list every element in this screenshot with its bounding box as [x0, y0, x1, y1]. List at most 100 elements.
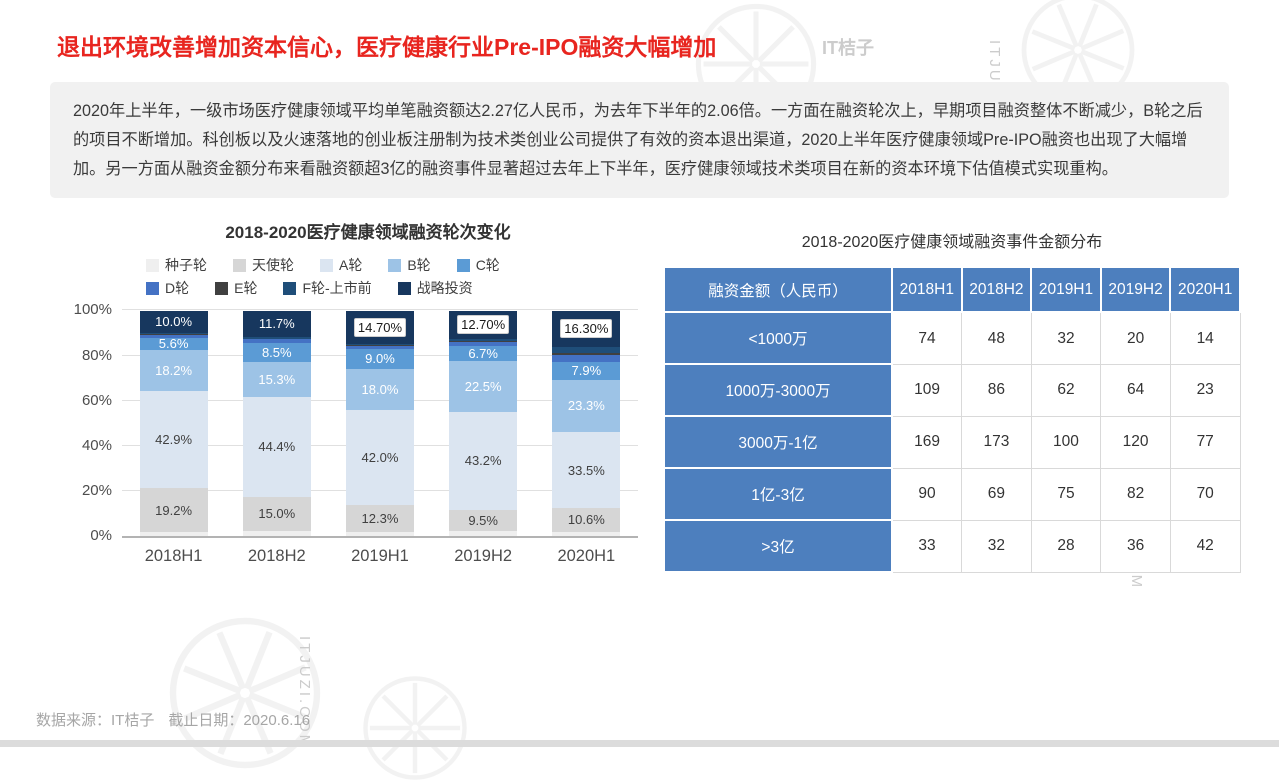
- table-cell: 36: [1100, 519, 1171, 573]
- gridline: [122, 309, 638, 311]
- segment-A轮: 42.9%: [139, 391, 208, 489]
- summary-text: 2020年上半年，一级市场医疗健康领域平均单笔融资额达2.27亿人民币，为去年下…: [73, 102, 1203, 178]
- segment-种子轮: [242, 530, 311, 537]
- legend-label: 天使轮: [252, 257, 294, 274]
- x-axis-label: 2019H2: [454, 547, 513, 566]
- segment-天使轮: 15.0%: [242, 496, 311, 531]
- segment-B轮: 22.5%: [449, 361, 518, 412]
- table-cell: 173: [961, 415, 1032, 469]
- segment-种子轮: [345, 532, 414, 537]
- segment-C轮: 9.0%: [345, 348, 414, 370]
- summary-box: 2020年上半年，一级市场医疗健康领域平均单笔融资额达2.27亿人民币，为去年下…: [50, 82, 1229, 199]
- page-title: 退出环境改善增加资本信心，医疗健康行业Pre-IPO融资大幅增加: [57, 34, 717, 60]
- segment-E轮: [552, 353, 621, 356]
- table-row-label: 1000万-3000万: [663, 363, 893, 418]
- segment-D轮: [449, 341, 518, 346]
- footer-date: 截止日期：2020.6.16: [168, 712, 311, 729]
- legend-item: 种子轮: [146, 255, 207, 275]
- legend-swatch: [397, 281, 411, 295]
- segment-label: 43.2%: [464, 453, 502, 469]
- table-cell: 109: [891, 363, 963, 417]
- table-cell: 14: [1169, 311, 1241, 365]
- table-cell: 70: [1169, 467, 1241, 521]
- data-source-footer: 数据来源：IT桔子 截止日期：2020.6.16: [36, 709, 324, 730]
- segment-label: 42.0%: [361, 449, 399, 465]
- segment-E轮: [449, 341, 518, 342]
- segment-label: 9.5%: [468, 512, 498, 528]
- table-cell: 62: [1030, 363, 1102, 417]
- segment-战略投资: 10.0%: [139, 310, 208, 334]
- segment-label: 10.0%: [155, 314, 193, 330]
- segment-label: 16.30%: [561, 320, 612, 338]
- content-area: 2018-2020医疗健康领域融资轮次变化 种子轮 天使轮 A轮 B轮 C轮 D轮 E轮 F轮…: [58, 214, 1241, 574]
- legend-swatch: [388, 258, 402, 272]
- legend-row: D轮 E轮 F轮-上市前 战略投资: [146, 278, 638, 298]
- table-row-label: <1000万: [663, 311, 893, 366]
- table-cell: 20: [1100, 311, 1171, 365]
- legend-label: D轮: [165, 280, 190, 297]
- table-cell: 100: [1030, 415, 1102, 469]
- bar-2020H1: 10.6% 33.5% 23.3% 7.9% 16.30%: [552, 310, 621, 537]
- segment-天使轮: 10.6%: [552, 508, 621, 532]
- segment-天使轮: 9.5%: [449, 509, 518, 532]
- legend-label: 战略投资: [416, 280, 473, 297]
- legend-swatch: [146, 258, 159, 272]
- table-cell: 28: [1030, 519, 1102, 573]
- table-row-label: 3000万-1亿: [663, 415, 893, 470]
- segment-label: 44.4%: [258, 439, 296, 455]
- table-header-cell: 2018H2: [960, 266, 1033, 314]
- segment-F轮-上市前: [552, 347, 621, 354]
- x-axis-label: 2020H1: [557, 547, 616, 566]
- plot-area: 19.2% 42.9% 18.2% 5.6% 10.0% 15.0% 44.4% 15.3% 8…: [74, 301, 638, 544]
- bar-2019H2: 9.5% 43.2% 22.5% 6.7% 12.70%: [449, 310, 518, 537]
- legend-label: E轮: [234, 280, 258, 297]
- funding-table: 融资金额（人民币） 2018H1 2018H2 2019H1 2019H2 2020H1 …: [663, 266, 1241, 574]
- table-row: 1000万-3000万 109 86 62 64 23: [663, 363, 1241, 418]
- legend-label: A轮: [339, 257, 363, 274]
- segment-label: 18.0%: [361, 381, 399, 397]
- table-cell: 64: [1100, 363, 1171, 417]
- x-axis-labels: 2018H1 2018H2 2019H1 2019H2 2020H1: [122, 547, 638, 566]
- chart-legend: 种子轮 天使轮 A轮 B轮 C轮 D轮 E轮 F轮-上市前 战略投资: [98, 255, 638, 298]
- segment-D轮: [552, 355, 621, 362]
- segment-label: 8.5%: [261, 344, 292, 360]
- y-axis-label: 40%: [81, 437, 112, 455]
- segment-种子轮: [449, 531, 518, 537]
- segment-C轮: 7.9%: [552, 361, 621, 380]
- segment-D轮: [139, 334, 208, 338]
- table-cell: 77: [1169, 415, 1241, 469]
- segment-label: 33.5%: [567, 462, 605, 478]
- segment-A轮: 44.4%: [242, 396, 311, 497]
- legend-swatch: [215, 281, 229, 295]
- table-cell: 86: [961, 363, 1032, 417]
- legend-swatch: [320, 258, 333, 272]
- segment-B轮: 15.3%: [242, 362, 311, 397]
- segment-战略投资: 12.70%: [449, 310, 518, 340]
- segment-E轮: [345, 345, 414, 347]
- bar-2018H2: 15.0% 44.4% 15.3% 8.5% 11.7%: [242, 310, 311, 537]
- segment-E轮: [242, 338, 311, 340]
- segment-label: 15.3%: [258, 371, 296, 387]
- footer-source: 数据来源：IT桔子: [36, 712, 155, 729]
- segment-label: 12.3%: [361, 511, 399, 527]
- segment-C轮: 5.6%: [139, 337, 208, 350]
- x-axis-label: 2018H1: [144, 547, 203, 566]
- table-header-cell: 融资金额（人民币）: [663, 266, 893, 314]
- legend-label: 种子轮: [165, 257, 207, 274]
- segment-label: 11.7%: [258, 316, 295, 332]
- table-cell: 48: [961, 311, 1032, 365]
- segment-label: 15.0%: [258, 506, 296, 522]
- segment-label: 22.5%: [464, 379, 502, 395]
- table-header-cell: 2018H1: [891, 266, 963, 314]
- table-body: <1000万 74 48 32 20 14 1000万-3000万 109 86 62 64 23 30…: [663, 311, 1241, 574]
- table-cell: 32: [1030, 311, 1102, 365]
- legend-item: D轮: [146, 278, 189, 298]
- segment-战略投资: 16.30%: [552, 310, 621, 348]
- segment-A轮: 42.0%: [345, 409, 414, 505]
- bottom-strip: [0, 740, 1279, 747]
- table-cell: 120: [1100, 415, 1171, 469]
- bar-2018H1: 19.2% 42.9% 18.2% 5.6% 10.0%: [139, 310, 208, 537]
- segment-A轮: 33.5%: [552, 432, 621, 509]
- legend-item: 天使轮: [233, 255, 294, 275]
- x-axis-label: 2019H1: [351, 547, 409, 566]
